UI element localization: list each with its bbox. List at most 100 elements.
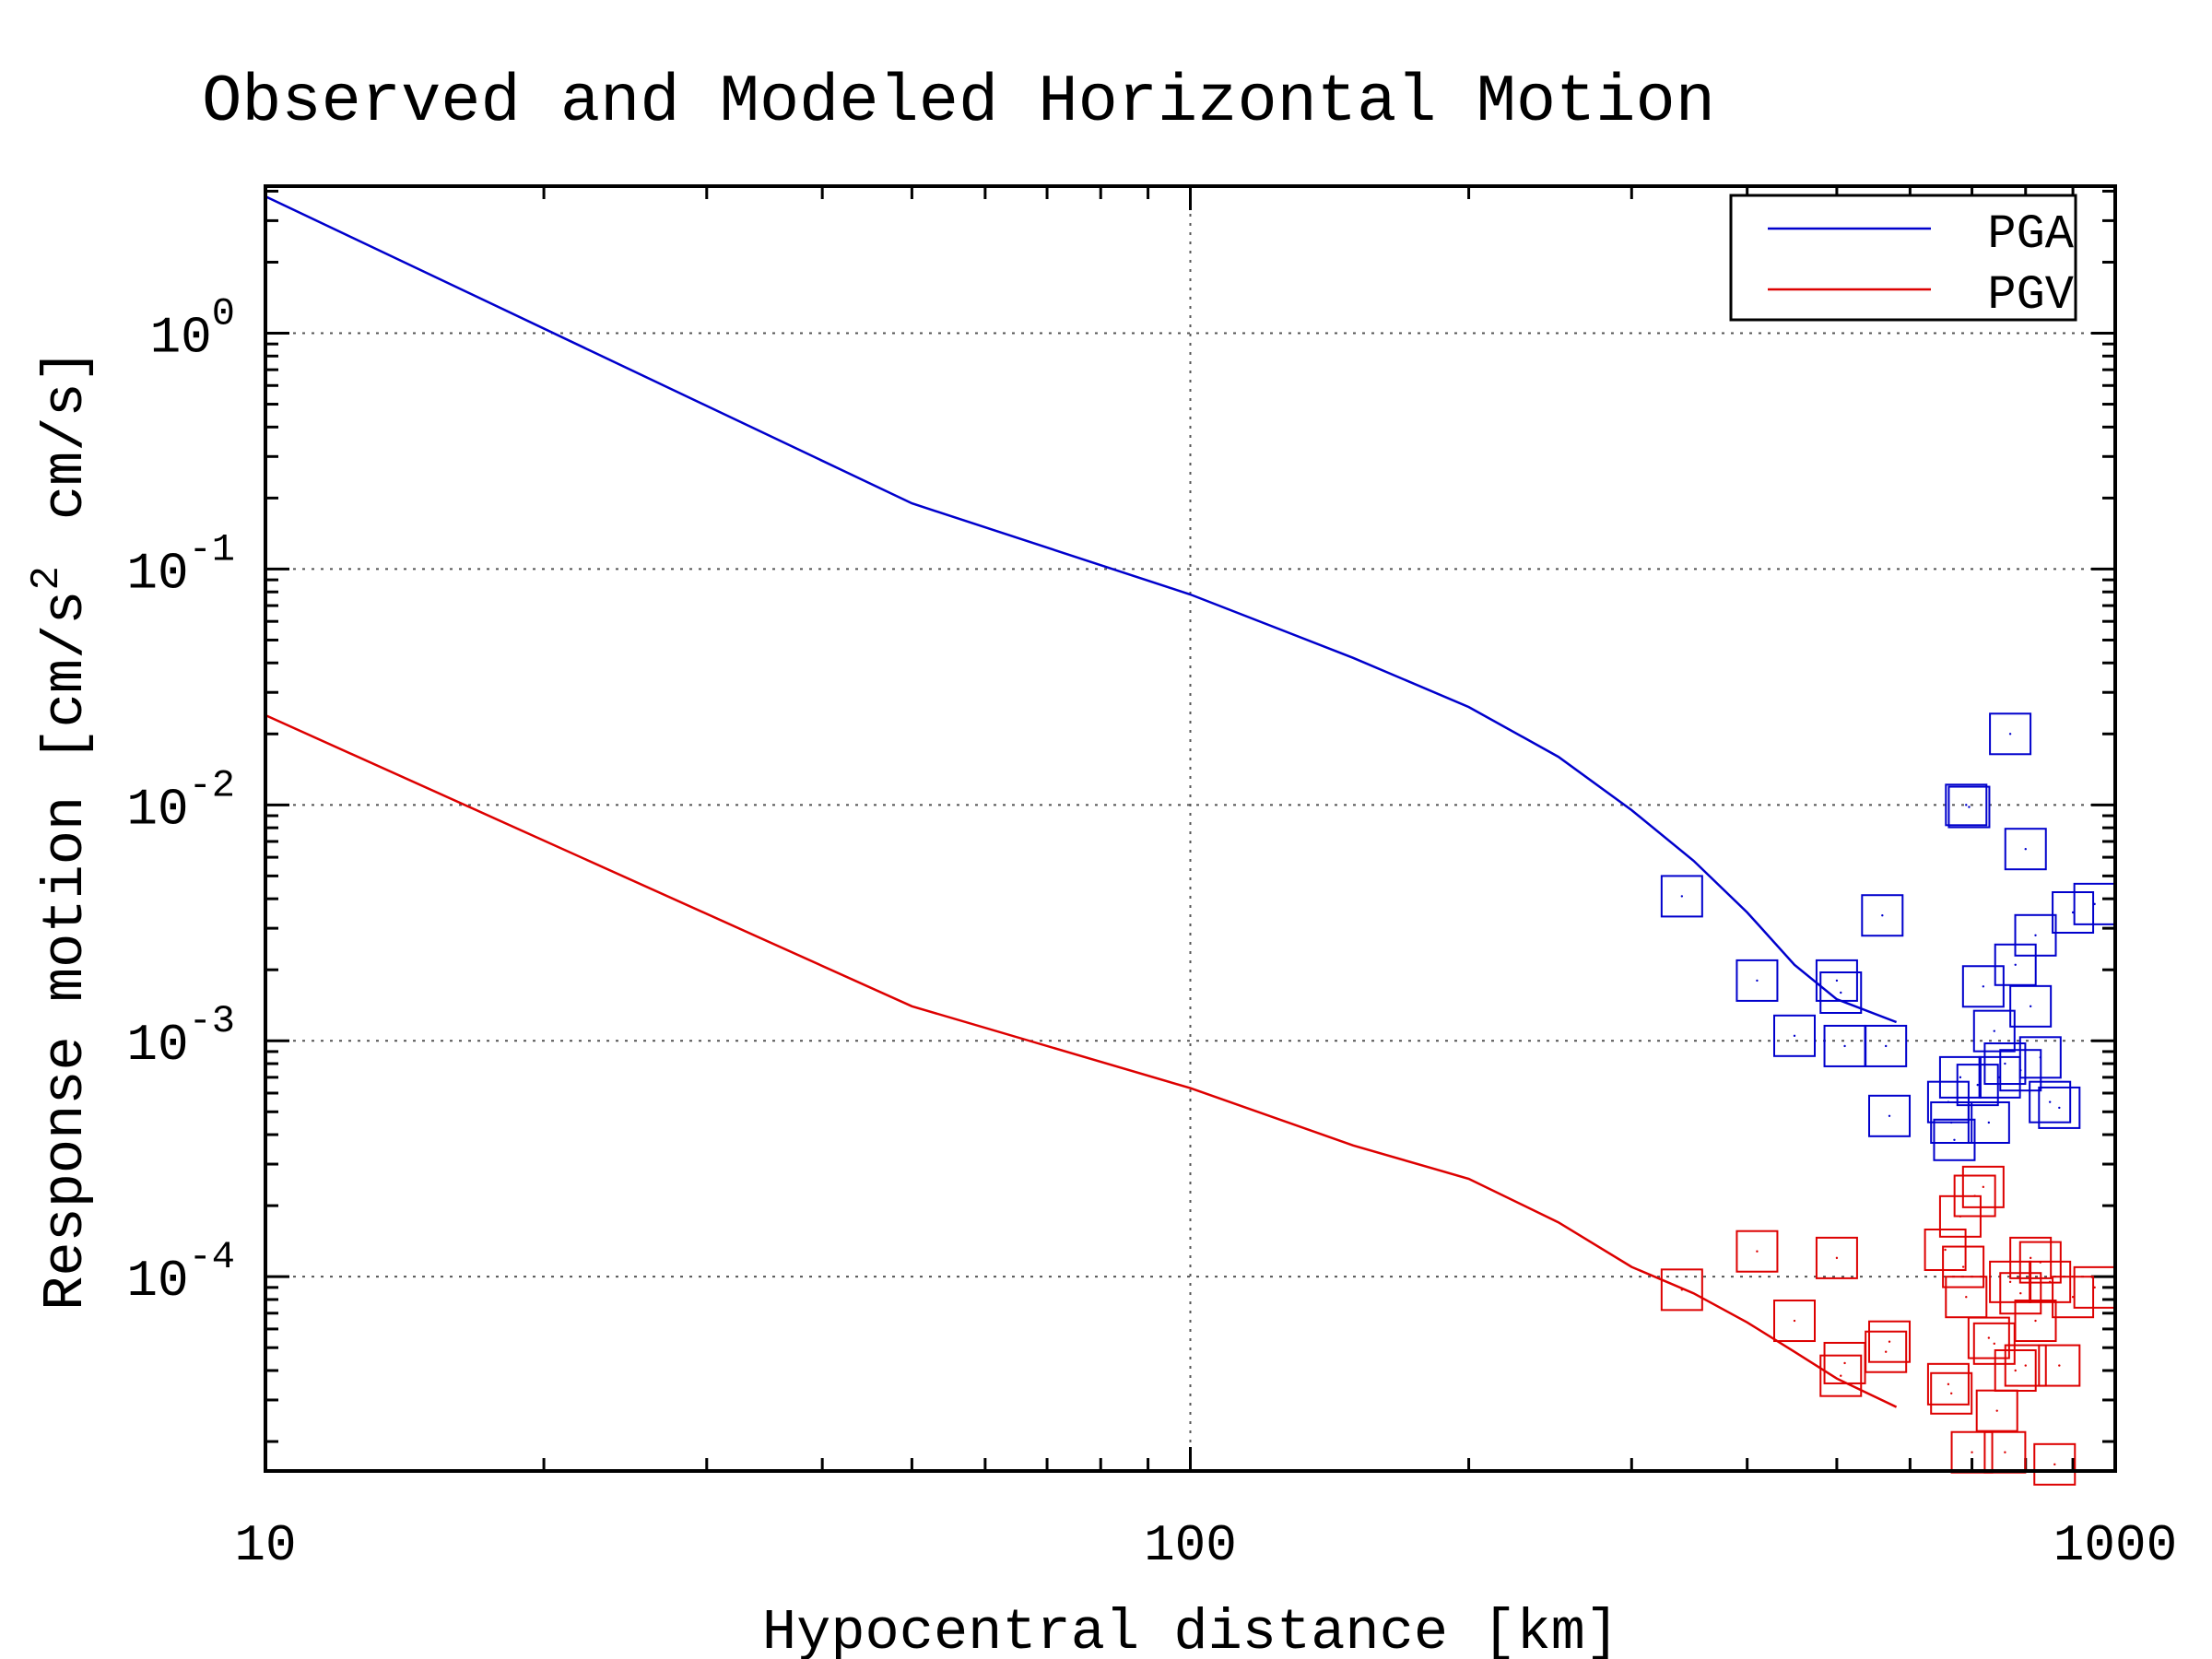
pgv-data-point <box>2029 1260 2072 1303</box>
pga-data-point-center <box>2058 1106 2061 1110</box>
pgv-data-point-center <box>1888 1340 1891 1343</box>
y-tick-label: 10-4 <box>126 1235 235 1311</box>
pgv-data-point-center <box>1971 1451 1973 1453</box>
y-tick-exponent: -2 <box>189 763 235 807</box>
pgv-data-point <box>1961 1165 2005 1208</box>
pga-data-point-center <box>1982 985 1985 988</box>
pgv-data-point-center <box>2029 1256 2032 1260</box>
pgv-data-point <box>1926 1362 1970 1406</box>
pgv-data-point-center <box>1965 1296 1968 1299</box>
pga-data-point <box>1735 959 1779 1002</box>
pgv-data-point-center <box>2014 1369 2017 1372</box>
pga-data-point-center <box>2024 848 2027 851</box>
x-tick-label: 100 <box>1144 1516 1237 1575</box>
pga-data-point-center <box>1881 914 1884 917</box>
pgv-data-point <box>1819 1354 1863 1397</box>
pga-data-point-center <box>1968 806 1971 808</box>
pgv-data-point <box>1660 1268 1703 1312</box>
pga-data-point <box>1930 1100 1973 1144</box>
pga-data-point <box>2009 984 2053 1028</box>
pgv-data-point-center <box>2053 1463 2056 1466</box>
pgv-data-point-center <box>1843 1361 1846 1365</box>
pgv-data-point-center <box>2093 1286 2096 1289</box>
pga-data-point <box>1956 1064 1999 1107</box>
pgv-data-point-center <box>2034 1319 2037 1323</box>
pgv-data-point <box>2052 1276 2095 1319</box>
pga-data-point <box>1772 1014 1816 1057</box>
pga-data-point-center <box>2004 1062 2006 1065</box>
y-tick-exponent: -4 <box>189 1235 235 1279</box>
pgv-data-point <box>2038 1344 2081 1387</box>
y-tick-base: 10 <box>126 1252 188 1311</box>
pgv-data-point <box>1865 1330 1908 1373</box>
y-tick-label: 100 <box>150 291 235 367</box>
pga-data-point <box>2004 828 2047 871</box>
x-tick-label: 10 <box>234 1516 296 1575</box>
pga-data-point <box>1660 875 1703 918</box>
pga-data-point-center <box>1888 1114 1891 1118</box>
pga-data-point-center <box>1884 1044 1888 1048</box>
y-axis-label-units-part2: cm/s] <box>33 348 99 520</box>
pgv-data-point-center <box>2048 1280 2052 1284</box>
series-pga <box>265 194 2116 1161</box>
pga-data-point <box>1938 1055 1982 1099</box>
pga-data-point-center <box>2014 963 2017 966</box>
pga-data-point <box>1972 1009 2016 1053</box>
pga-data-point-center <box>2029 1005 2032 1008</box>
pgv-data-point-center <box>2019 1292 2022 1295</box>
pgv-data-point-center <box>2008 1280 2012 1284</box>
pgv-model-line <box>265 713 1898 1408</box>
pgv-data-point <box>1868 1320 1912 1363</box>
pga-data-point <box>1865 1024 1908 1067</box>
y-tick-exponent: 0 <box>212 291 235 335</box>
pga-data-point-center <box>1953 1138 1956 1141</box>
pga-data-point-center <box>2034 934 2037 937</box>
pgv-data-point <box>1735 1230 1779 1273</box>
pga-data-point <box>1983 1042 2027 1086</box>
pga-data-point <box>1933 1118 1976 1161</box>
y-tick-base: 10 <box>126 780 188 839</box>
axis-ticks <box>264 186 2115 1471</box>
pgv-data-point-center <box>1793 1319 1796 1323</box>
pgv-data-point-center <box>1961 1265 1965 1268</box>
pga-data-point-center <box>1987 1121 1991 1124</box>
pga-data-point-center <box>1843 1044 1846 1048</box>
pga-data-point <box>2052 891 2095 935</box>
pga-data-point-center <box>2093 902 2096 906</box>
grid <box>265 186 2115 1471</box>
pgv-data-point-center <box>1993 1342 1995 1346</box>
pga-model-line <box>265 194 1898 1024</box>
y-tick-exponent: -1 <box>189 527 235 571</box>
pgv-data-point-center <box>1950 1392 1953 1394</box>
pga-data-point <box>2014 913 2057 957</box>
pga-data-point <box>1967 1100 2010 1144</box>
y-tick-label: 10-2 <box>126 763 235 839</box>
legend-pga-label: PGA <box>1987 207 2074 262</box>
legend: PGA PGV <box>1729 194 2077 323</box>
pga-data-point-center <box>1835 979 1839 982</box>
chart-title: Observed and Modeled Horizontal Motion <box>202 65 1715 140</box>
series-layer <box>265 194 2116 1486</box>
pga-data-point <box>2029 1080 2072 1124</box>
pgv-data-point-center <box>1756 1250 1759 1253</box>
pgv-data-point-center <box>1884 1350 1888 1353</box>
pga-data-point-center <box>1793 1034 1796 1038</box>
y-axis-label: Response motion [cm/s2 cm/s] <box>24 348 99 1311</box>
pgv-data-point <box>2014 1300 2057 1343</box>
y-tick-label: 10-3 <box>126 999 235 1075</box>
pgv-data-point-center <box>1835 1256 1839 1260</box>
y-tick-base: 10 <box>126 544 188 603</box>
y-tick-exponent: -3 <box>189 999 235 1043</box>
pga-data-point-center <box>1993 1030 1995 1032</box>
y-axis-label-units-sup: 2 <box>24 566 70 590</box>
pga-data-point <box>2038 1086 2081 1129</box>
pga-data-point-center <box>1959 1076 1962 1079</box>
series-pgv <box>265 713 2116 1486</box>
pga-data-point-center <box>1950 1121 1953 1124</box>
pgv-data-point-center <box>2004 1451 2006 1453</box>
pgv-data-point <box>1945 1276 1988 1319</box>
pga-data-point-center <box>2039 1056 2041 1059</box>
y-tick-base: 10 <box>126 1016 188 1075</box>
pga-data-point <box>2018 1036 2062 1079</box>
